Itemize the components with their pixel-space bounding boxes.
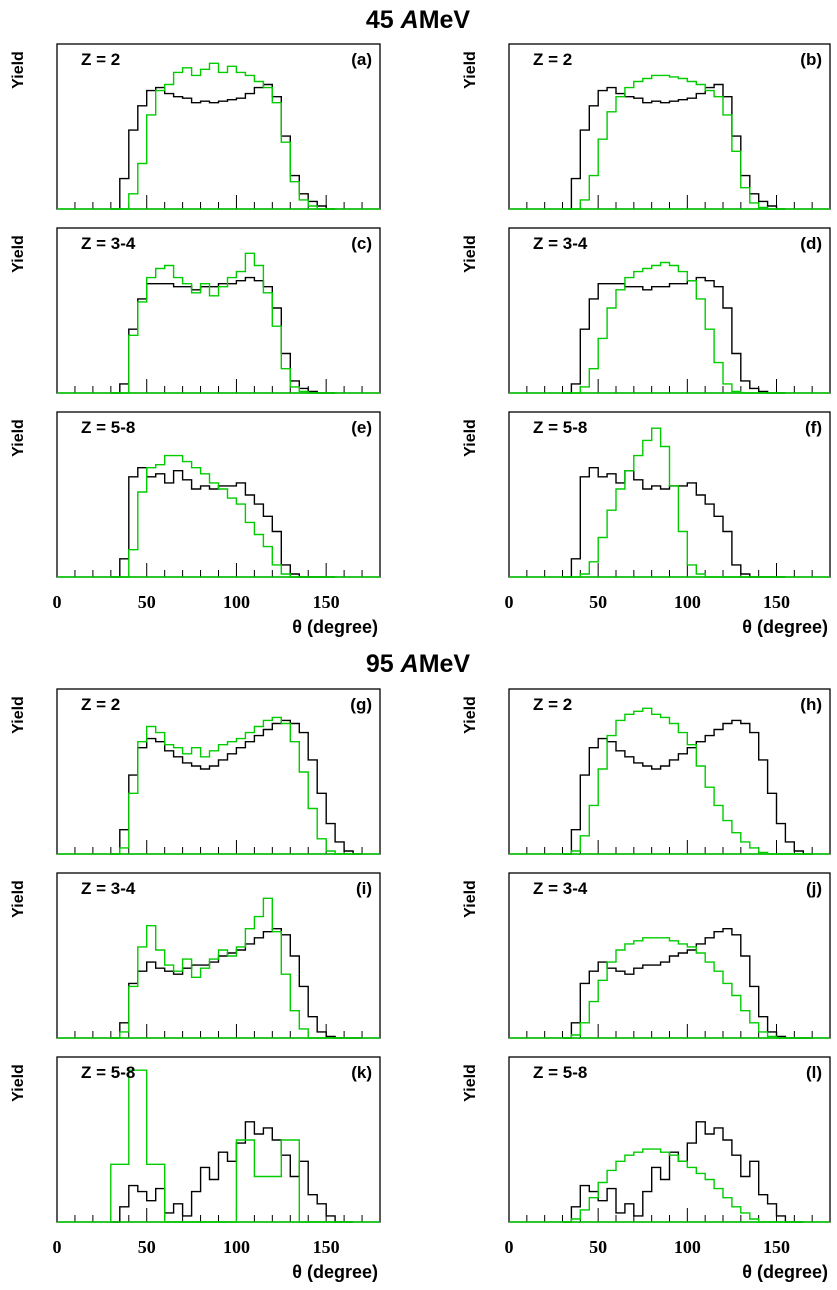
charge-label: Z = 5-8 <box>81 1063 135 1082</box>
x-axis-label: θ (degree) <box>742 617 828 637</box>
panel-label: (e) <box>351 418 372 437</box>
charge-label: Z = 3-4 <box>533 234 588 253</box>
section-title-95: 95 AMeV <box>366 650 471 678</box>
y-axis-label: Yield <box>462 51 479 89</box>
series-green-histogram <box>562 427 786 578</box>
y-axis-label: Yield <box>462 419 479 457</box>
x-tick-label: 150 <box>313 592 340 612</box>
charge-label: Z = 3-4 <box>81 879 136 898</box>
series-black-histogram <box>562 1121 804 1223</box>
charge-label: Z = 3-4 <box>81 234 136 253</box>
x-tick-label: 50 <box>138 1237 156 1257</box>
x-tick-label: 100 <box>674 592 701 612</box>
x-tick-label: 100 <box>223 1237 250 1257</box>
panel-label: (k) <box>351 1063 372 1082</box>
series-black-histogram <box>562 83 786 210</box>
series-black-histogram <box>110 719 363 855</box>
panel-g: Z = 2 (g) Yield <box>10 688 381 855</box>
y-axis-label: Yield <box>462 880 479 918</box>
series-green-histogram <box>562 707 813 855</box>
panel-label: (b) <box>800 50 822 69</box>
panel-c: Z = 3-4 (c) Yield <box>10 227 381 394</box>
x-tick-label: 150 <box>763 1237 790 1257</box>
series-black-histogram <box>110 1121 354 1223</box>
series-black-histogram <box>562 276 786 394</box>
series-green-histogram <box>110 897 363 1039</box>
series-black-histogram <box>562 467 786 578</box>
panels: Z = 2 (a) Yield Z = 2 (b) Yield Z = 3-4 (c) Yiel… <box>10 43 831 1282</box>
series-black-histogram <box>562 928 813 1039</box>
panel-a: Z = 2 (a) Yield <box>10 43 381 210</box>
x-tick-label: 150 <box>313 1237 340 1257</box>
x-tick-label: 50 <box>589 1237 607 1257</box>
y-axis-label: Yield <box>462 235 479 273</box>
panel-h: Z = 2 (h) Yield <box>462 688 831 855</box>
x-axis-label: θ (degree) <box>292 617 378 637</box>
series-green-histogram <box>562 74 786 210</box>
panel-j: Z = 3-4 (j) Yield <box>462 872 831 1039</box>
y-axis-label: Yield <box>10 1064 27 1102</box>
charge-label: Z = 2 <box>81 695 120 714</box>
charge-label: Z = 5-8 <box>533 418 587 437</box>
charge-label: Z = 2 <box>533 695 572 714</box>
panel-d: Z = 3-4 (d) Yield <box>462 227 831 394</box>
panel-l: Z = 5-8 (l) Yield 0 50 100 150 θ (degree) <box>462 1056 831 1282</box>
panel-e: Z = 5-8 (e) Yield 0 50 100 150 θ (degree) <box>10 411 381 637</box>
panel-f: Z = 5-8 (f) Yield 0 50 100 150 θ (degree) <box>462 411 831 637</box>
series-green-histogram <box>110 252 336 394</box>
y-axis-label: Yield <box>10 235 27 273</box>
y-axis-label: Yield <box>10 880 27 918</box>
y-axis-label: Yield <box>462 1064 479 1102</box>
x-tick-label: 0 <box>53 1237 62 1257</box>
x-axis-label: θ (degree) <box>292 1262 378 1282</box>
x-axis-label: θ (degree) <box>742 1262 828 1282</box>
x-tick-label: 50 <box>138 592 156 612</box>
charge-label: Z = 5-8 <box>81 418 135 437</box>
series-black-histogram <box>110 83 336 210</box>
panel-k: Z = 5-8 (k) Yield 0 50 100 150 θ (degree) <box>10 1056 381 1282</box>
charge-label: Z = 3-4 <box>533 879 588 898</box>
panel-label: (d) <box>800 234 822 253</box>
charge-label: Z = 2 <box>533 50 572 69</box>
section-title-45: 45 AMeV <box>366 6 471 34</box>
x-tick-label: 0 <box>505 592 514 612</box>
series-black-histogram <box>110 928 363 1039</box>
x-tick-label: 0 <box>53 592 62 612</box>
y-axis-label: Yield <box>462 696 479 734</box>
x-tick-label: 100 <box>223 592 250 612</box>
y-axis-label: Yield <box>10 51 27 89</box>
series-green-histogram <box>562 261 786 394</box>
charge-label: Z = 5-8 <box>533 1063 587 1082</box>
panel-label: (c) <box>351 234 372 253</box>
panel-label: (f) <box>805 418 822 437</box>
y-axis-label: Yield <box>10 696 27 734</box>
x-tick-label: 150 <box>763 592 790 612</box>
series-green-histogram <box>562 937 813 1039</box>
x-tick-label: 0 <box>505 1237 514 1257</box>
y-axis-label: Yield <box>10 419 27 457</box>
panel-b: Z = 2 (b) Yield <box>462 43 831 210</box>
series-green-histogram <box>562 1148 804 1223</box>
panel-i: Z = 3-4 (i) Yield <box>10 872 381 1039</box>
series-green-histogram <box>110 62 336 210</box>
series-green-histogram <box>110 454 336 578</box>
panel-label: (a) <box>351 50 372 69</box>
series-black-histogram <box>110 276 336 394</box>
x-tick-label: 50 <box>589 592 607 612</box>
panel-label: (g) <box>350 695 372 714</box>
panel-label: (l) <box>806 1063 822 1082</box>
series-green-histogram <box>110 716 363 855</box>
charge-label: Z = 2 <box>81 50 120 69</box>
series-black-histogram <box>110 467 336 578</box>
x-tick-label: 100 <box>674 1237 701 1257</box>
panel-label: (j) <box>806 879 822 898</box>
panel-label: (h) <box>800 695 822 714</box>
panel-label: (i) <box>356 879 372 898</box>
